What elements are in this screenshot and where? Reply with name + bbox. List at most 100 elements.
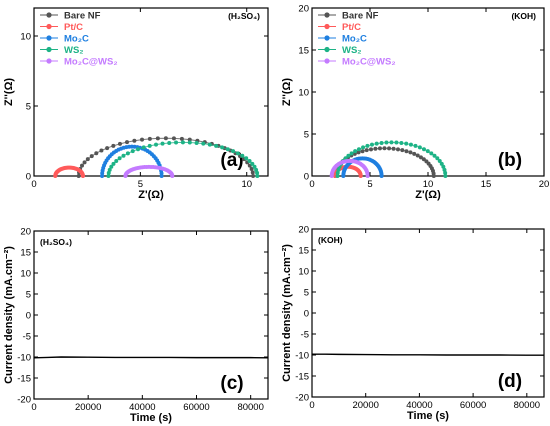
data-point xyxy=(335,170,340,175)
y-tick-label: 5 xyxy=(26,102,31,113)
x-tick-label: 0 xyxy=(309,179,314,190)
data-point xyxy=(247,159,252,164)
electrolyte-label: (KOH) xyxy=(511,11,536,21)
legend-marker xyxy=(46,58,52,64)
data-point xyxy=(353,149,358,154)
data-point xyxy=(389,140,394,145)
data-point xyxy=(382,146,387,151)
data-point xyxy=(377,146,382,151)
data-point xyxy=(80,163,84,168)
legend-entry: Mo₂C xyxy=(342,34,367,45)
data-point xyxy=(374,141,379,146)
data-point xyxy=(141,145,146,150)
data-point xyxy=(408,150,413,155)
data-point xyxy=(255,174,260,178)
data-point xyxy=(117,156,122,161)
data-point xyxy=(125,151,130,156)
data-point xyxy=(400,148,405,153)
y-tick-label: 20 xyxy=(298,4,309,15)
data-point xyxy=(80,174,85,178)
series-line xyxy=(33,356,269,359)
data-point xyxy=(395,147,400,152)
data-point xyxy=(76,174,81,178)
y-tick-label: 0 xyxy=(304,309,309,320)
data-point xyxy=(107,167,112,172)
data-point xyxy=(360,149,365,154)
data-point xyxy=(404,141,409,146)
data-point xyxy=(117,141,122,146)
data-point xyxy=(441,164,446,169)
data-point xyxy=(413,143,418,148)
data-point xyxy=(399,140,404,145)
data-point xyxy=(364,148,369,153)
data-point xyxy=(85,157,90,162)
data-point xyxy=(121,153,126,158)
data-point xyxy=(147,143,152,148)
y-tick-label: 10 xyxy=(298,88,309,99)
data-point xyxy=(114,159,119,164)
x-tick-label: 40000 xyxy=(406,400,432,411)
legend-entry: Pt/C xyxy=(342,22,361,33)
legend-entry: Mo₂C@WS₂ xyxy=(342,57,396,68)
x-tick-label: 20000 xyxy=(352,400,378,411)
data-point xyxy=(365,174,370,178)
legend-entry: Mo₂C xyxy=(64,34,89,45)
y-tick-label: 20 xyxy=(20,227,31,238)
data-point xyxy=(373,146,378,151)
data-point xyxy=(387,146,392,151)
data-point xyxy=(160,141,165,146)
y-tick-label: 0 xyxy=(26,172,31,183)
data-point xyxy=(171,136,176,141)
data-point xyxy=(170,174,175,178)
y-tick-label: -20 xyxy=(295,393,309,404)
y-axis-title: Current density (mA.cm⁻²) xyxy=(281,244,293,382)
data-point xyxy=(136,147,141,152)
y-axis-title: Z''(Ω) xyxy=(3,78,15,106)
x-tick-label: 20 xyxy=(539,179,550,190)
x-tick-label: 10 xyxy=(423,179,434,190)
x-axis-title: Time (s) xyxy=(130,412,172,424)
data-point xyxy=(251,174,256,178)
data-point xyxy=(404,149,409,154)
data-point xyxy=(249,167,254,172)
x-tick-label: 0 xyxy=(31,179,36,190)
legend-entry: Bare NF xyxy=(342,11,379,22)
data-point xyxy=(429,151,434,156)
x-tick-label: 20000 xyxy=(75,402,101,413)
data-point xyxy=(187,140,192,145)
data-point xyxy=(244,156,249,161)
legend-marker xyxy=(324,23,330,30)
y-tick-label: 10 xyxy=(20,269,31,280)
data-point xyxy=(167,140,172,145)
data-point xyxy=(417,145,422,150)
data-point xyxy=(106,170,111,175)
chart-panel-c: 0 20000 40000 60000 80000 -20 -15 -10 -5 0 5 10 15 20… xyxy=(3,227,269,424)
data-point xyxy=(201,141,206,146)
data-point xyxy=(250,170,255,175)
y-tick-label: -10 xyxy=(295,351,309,362)
data-point xyxy=(437,159,442,164)
data-point xyxy=(431,174,436,178)
data-point xyxy=(99,148,104,153)
data-point xyxy=(111,143,116,148)
y-tick-label: 0 xyxy=(26,311,31,322)
data-point xyxy=(220,145,225,150)
data-point xyxy=(384,140,389,145)
data-point xyxy=(250,161,255,166)
data-point xyxy=(111,161,116,166)
data-point xyxy=(369,142,374,147)
data-point xyxy=(415,153,420,158)
data-point xyxy=(187,137,192,142)
data-point xyxy=(358,174,363,178)
data-point xyxy=(418,155,423,160)
series-line xyxy=(312,353,544,356)
data-point xyxy=(105,146,110,151)
data-point xyxy=(361,145,366,150)
electrolyte-label: (KOH) xyxy=(318,235,343,245)
x-tick-label: 0 xyxy=(31,402,36,413)
data-point xyxy=(214,143,219,148)
data-point xyxy=(147,136,152,141)
data-point xyxy=(180,140,185,145)
data-point xyxy=(94,151,99,156)
